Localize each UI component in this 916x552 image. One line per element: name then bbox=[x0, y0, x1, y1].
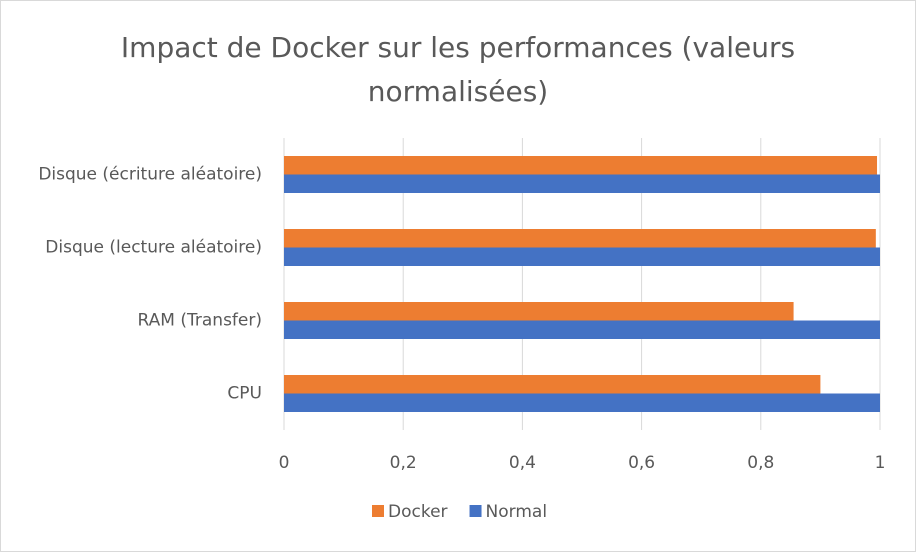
x-tick-label: 0,4 bbox=[509, 453, 536, 473]
y-tick-label: Disque (lecture aléatoire) bbox=[45, 238, 262, 258]
bar bbox=[284, 174, 880, 193]
y-tick-label: RAM (Transfer) bbox=[138, 311, 262, 331]
legend-swatch bbox=[372, 505, 384, 517]
bar bbox=[284, 229, 876, 248]
legend-swatch bbox=[469, 505, 482, 517]
bar bbox=[284, 375, 821, 394]
legend-label: Normal bbox=[486, 502, 548, 522]
bar bbox=[284, 247, 880, 266]
x-tick-label: 0,8 bbox=[747, 453, 774, 473]
x-tick-label: 0 bbox=[279, 453, 290, 473]
bar bbox=[284, 393, 880, 412]
bar bbox=[284, 302, 794, 321]
x-tick-label: 0,6 bbox=[628, 453, 655, 473]
legend-label: Docker bbox=[388, 502, 448, 522]
bar bbox=[284, 156, 878, 175]
y-tick-label: Disque (écriture aléatoire) bbox=[38, 165, 262, 185]
chart-title: Impact de Docker sur les performances (v… bbox=[120, 31, 796, 108]
bar bbox=[284, 320, 880, 339]
x-tick-label: 1 bbox=[875, 453, 886, 473]
x-tick-label: 0,2 bbox=[390, 453, 417, 473]
y-tick-label: CPU bbox=[227, 384, 262, 404]
